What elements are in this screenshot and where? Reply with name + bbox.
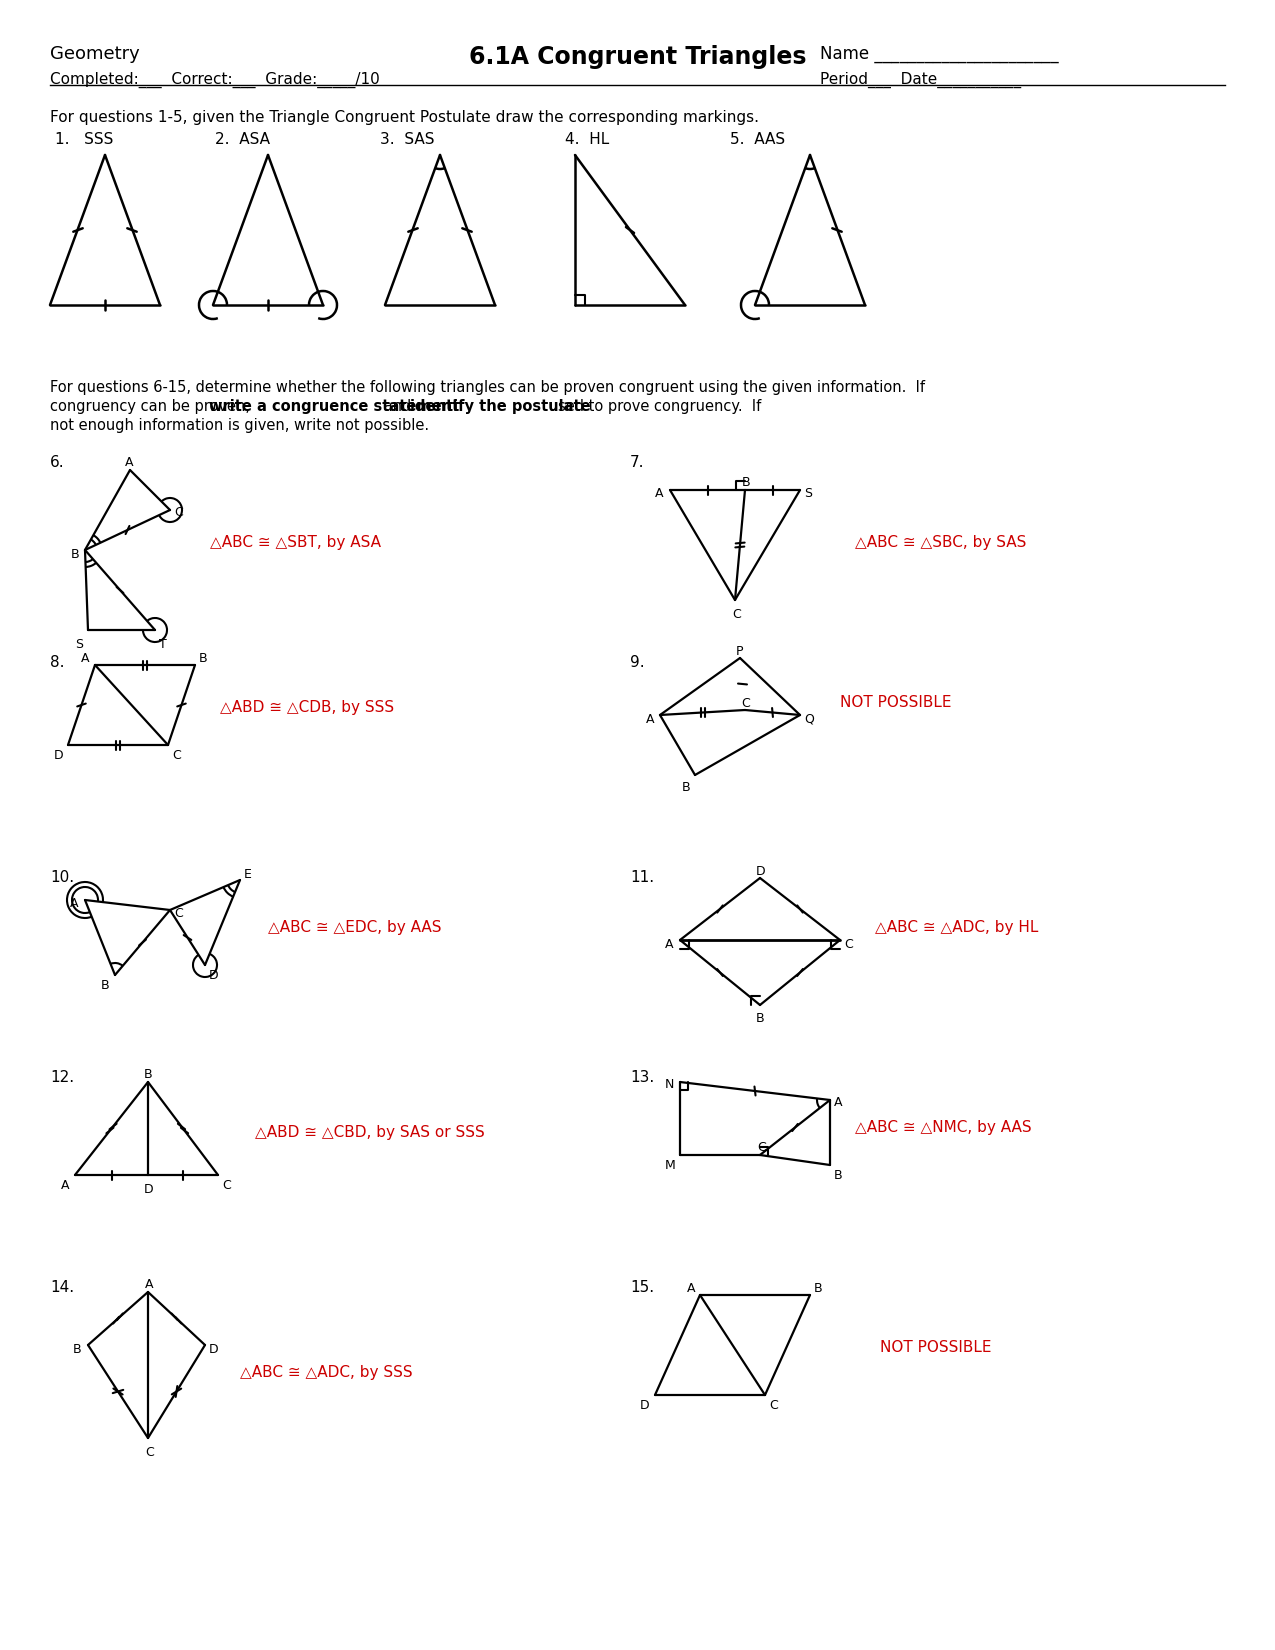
Text: NOT POSSIBLE: NOT POSSIBLE — [840, 695, 951, 710]
Text: △ABC ≅ △SBC, by SAS: △ABC ≅ △SBC, by SAS — [856, 535, 1026, 549]
Text: C: C — [844, 937, 853, 950]
Text: A: A — [687, 1282, 695, 1295]
Text: used to prove congruency.  If: used to prove congruency. If — [544, 399, 761, 414]
Text: A: A — [655, 487, 663, 500]
Text: 8.: 8. — [50, 655, 65, 670]
Text: E: E — [244, 868, 252, 881]
Text: 13.: 13. — [630, 1069, 654, 1086]
Text: 1.   SSS: 1. SSS — [55, 132, 113, 147]
Text: A: A — [666, 937, 673, 950]
Text: △ABC ≅ △ADC, by HL: △ABC ≅ △ADC, by HL — [875, 921, 1038, 936]
Text: NOT POSSIBLE: NOT POSSIBLE — [880, 1340, 992, 1355]
Text: 12.: 12. — [50, 1069, 74, 1086]
Text: not enough information is given, write not possible.: not enough information is given, write n… — [50, 417, 430, 432]
Text: B: B — [101, 978, 110, 992]
Text: △ABC ≅ △SBT, by ASA: △ABC ≅ △SBT, by ASA — [210, 535, 381, 549]
Text: S: S — [805, 487, 812, 500]
Text: C: C — [769, 1399, 778, 1412]
Text: B: B — [73, 1343, 82, 1356]
Text: identify the postulate: identify the postulate — [409, 399, 590, 414]
Text: write a congruence statement: write a congruence statement — [209, 399, 459, 414]
Text: B: B — [813, 1282, 822, 1295]
Text: C: C — [732, 607, 741, 620]
Text: S: S — [75, 639, 83, 652]
Text: C: C — [757, 1142, 766, 1153]
Text: P: P — [736, 645, 743, 658]
Text: △ABC ≅ △ADC, by SSS: △ABC ≅ △ADC, by SSS — [240, 1365, 413, 1379]
Text: D: D — [209, 1343, 218, 1356]
Text: A: A — [82, 652, 89, 665]
Text: A: A — [646, 713, 654, 726]
Text: C: C — [222, 1180, 231, 1191]
Text: D: D — [756, 865, 765, 878]
Text: 6.: 6. — [50, 455, 65, 470]
Text: M: M — [666, 1158, 676, 1172]
Text: △ABD ≅ △CDB, by SSS: △ABD ≅ △CDB, by SSS — [221, 700, 394, 714]
Text: 14.: 14. — [50, 1280, 74, 1295]
Text: A: A — [834, 1096, 843, 1109]
Text: D: D — [144, 1183, 153, 1196]
Text: C: C — [173, 507, 182, 520]
Text: and: and — [380, 399, 416, 414]
Text: Period___  Date___________: Period___ Date___________ — [820, 73, 1021, 87]
Text: Q: Q — [805, 713, 813, 726]
Text: B: B — [756, 1011, 765, 1025]
Text: B: B — [742, 475, 751, 488]
Text: Completed:___  Correct:___  Grade:_____/10: Completed:___ Correct:___ Grade:_____/10 — [50, 73, 380, 87]
Text: D: D — [209, 969, 218, 982]
Text: For questions 1-5, given the Triangle Congruent Postulate draw the corresponding: For questions 1-5, given the Triangle Co… — [50, 111, 759, 125]
Text: Name ______________________: Name ______________________ — [820, 45, 1058, 63]
Text: B: B — [144, 1068, 153, 1081]
Text: For questions 6-15, determine whether the following triangles can be proven cong: For questions 6-15, determine whether th… — [50, 380, 924, 394]
Text: N: N — [666, 1077, 674, 1091]
Text: C: C — [741, 696, 750, 710]
Text: C: C — [172, 749, 181, 762]
Text: D: D — [640, 1399, 650, 1412]
Text: △ABC ≅ △NMC, by AAS: △ABC ≅ △NMC, by AAS — [856, 1120, 1031, 1135]
Text: Geometry: Geometry — [50, 45, 140, 63]
Text: 4.  HL: 4. HL — [565, 132, 609, 147]
Text: △ABD ≅ △CBD, by SAS or SSS: △ABD ≅ △CBD, by SAS or SSS — [255, 1125, 484, 1140]
Text: D: D — [54, 749, 64, 762]
Text: △ABC ≅ △EDC, by AAS: △ABC ≅ △EDC, by AAS — [268, 921, 441, 936]
Text: B: B — [682, 780, 691, 794]
Text: 6.1A Congruent Triangles: 6.1A Congruent Triangles — [469, 45, 807, 69]
Text: A: A — [125, 455, 134, 469]
Text: 5.  AAS: 5. AAS — [731, 132, 785, 147]
Text: 9.: 9. — [630, 655, 645, 670]
Text: 10.: 10. — [50, 870, 74, 884]
Text: C: C — [145, 1445, 154, 1459]
Text: B: B — [199, 652, 208, 665]
Text: 2.  ASA: 2. ASA — [215, 132, 270, 147]
Text: 7.: 7. — [630, 455, 644, 470]
Text: 11.: 11. — [630, 870, 654, 884]
Text: A: A — [70, 898, 79, 911]
Text: 15.: 15. — [630, 1280, 654, 1295]
Text: T: T — [159, 639, 167, 652]
Text: B: B — [71, 548, 79, 561]
Text: A: A — [145, 1279, 153, 1290]
Text: A: A — [61, 1180, 70, 1191]
Text: 3.  SAS: 3. SAS — [380, 132, 435, 147]
Text: B: B — [834, 1168, 843, 1181]
Text: C: C — [173, 908, 182, 921]
Text: congruency can be proven,: congruency can be proven, — [50, 399, 255, 414]
